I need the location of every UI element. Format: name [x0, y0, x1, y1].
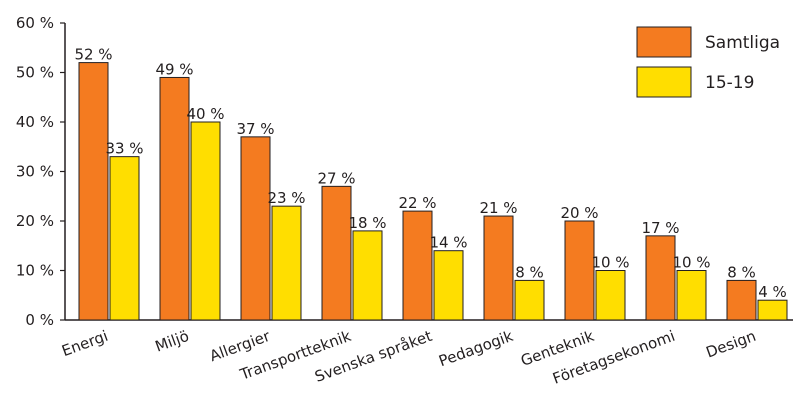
bar-15-19: [109, 156, 140, 321]
bar-15-19: [190, 121, 221, 321]
bar-value-label: 20 %: [560, 204, 598, 222]
bar-value-label: 10 %: [672, 254, 710, 272]
y-tick-label: 40 %: [16, 113, 54, 131]
bar-samtliga: [321, 185, 352, 321]
category-label: Miljö: [153, 327, 192, 356]
bar-15-19: [271, 205, 302, 321]
bar-samtliga: [645, 235, 676, 321]
bar-value-label: 49 %: [155, 60, 193, 78]
y-tick-label: 10 %: [16, 262, 54, 280]
bar-15-19: [676, 270, 707, 321]
y-tick-label: 50 %: [16, 64, 54, 82]
bar-samtliga: [726, 279, 757, 321]
bar-value-label: 37 %: [236, 120, 274, 138]
bar-value-label: 17 %: [641, 219, 679, 237]
legend-label: 15-19: [705, 73, 754, 93]
bar-value-label: 33 %: [105, 140, 143, 158]
category-label: Design: [704, 327, 759, 362]
bar-samtliga: [78, 62, 109, 321]
category-label: Pedagogik: [436, 327, 515, 371]
chart-legend: Samtliga 15-19: [636, 26, 780, 98]
chart-bars: [78, 62, 788, 321]
bar-value-label: 14 %: [429, 234, 467, 252]
bar-value-label: 18 %: [348, 214, 386, 232]
bar-value-label: 8 %: [515, 263, 544, 281]
bar-samtliga: [564, 220, 595, 321]
legend-label: Samtliga: [705, 33, 780, 53]
y-tick-label: 0 %: [25, 311, 54, 329]
bar-value-label: 23 %: [267, 189, 305, 207]
bar-samtliga: [159, 76, 190, 321]
bar-value-label: 27 %: [317, 169, 355, 187]
bar-15-19: [352, 230, 383, 321]
bar-value-label: 22 %: [398, 194, 436, 212]
bar-value-label: 52 %: [74, 46, 112, 64]
chart-data-labels: 52 % 33 % 49 % 40 % 37 % 23 % 27 % 18 % 22 % 14 %…: [74, 46, 786, 302]
bar-value-label: 4 %: [758, 283, 787, 301]
bar-value-label: 8 %: [727, 263, 756, 281]
bar-value-label: 10 %: [591, 254, 629, 272]
bar-samtliga: [483, 215, 514, 321]
bar-value-label: 21 %: [479, 199, 517, 217]
category-label: Energi: [59, 327, 110, 360]
chart-category-labels: Energi Miljö AllergierTransportteknikSvens…: [59, 327, 758, 388]
legend-swatch: [636, 66, 692, 98]
bar-samtliga: [402, 210, 433, 321]
bar-value-label: 40 %: [186, 105, 224, 123]
bar-15-19: [433, 250, 464, 321]
bar-samtliga: [240, 136, 271, 321]
bar-15-19: [757, 299, 788, 321]
bar-15-19: [514, 279, 545, 321]
legend-swatch: [636, 26, 692, 58]
y-tick-label: 30 %: [16, 163, 54, 181]
y-tick-label: 60 %: [16, 14, 54, 32]
bar-15-19: [595, 270, 626, 321]
y-tick-label: 20 %: [16, 212, 54, 230]
